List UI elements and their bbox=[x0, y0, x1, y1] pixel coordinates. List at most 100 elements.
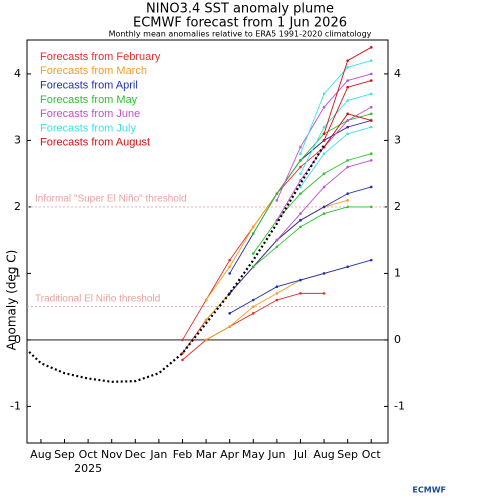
member-line-point bbox=[181, 338, 184, 342]
member-line-point bbox=[204, 298, 208, 302]
member-line bbox=[229, 259, 372, 314]
member-line-point bbox=[369, 258, 373, 262]
member-line-point bbox=[251, 312, 255, 315]
member-line-point bbox=[251, 305, 255, 308]
x-tick-label: Aug bbox=[30, 448, 51, 461]
member-line-point bbox=[228, 272, 231, 275]
y-tick-label-right: 4 bbox=[394, 67, 401, 80]
member-line-point bbox=[369, 112, 373, 116]
member-line-point bbox=[346, 79, 349, 82]
x-tick-label: Mar bbox=[196, 448, 217, 461]
member-line-point bbox=[204, 338, 208, 342]
legend-entry: Forecasts from July bbox=[40, 122, 136, 134]
member-line-point bbox=[369, 92, 373, 96]
y-tick-label-right: 3 bbox=[394, 133, 401, 146]
member-line-point bbox=[322, 139, 326, 142]
member-line-point bbox=[346, 112, 349, 116]
member-line-point bbox=[322, 105, 326, 109]
x-tick-label: Jul bbox=[293, 448, 307, 461]
member-line-point bbox=[299, 218, 302, 222]
member-line-point bbox=[299, 152, 302, 156]
y-tick-label: 3 bbox=[14, 133, 21, 146]
legend-entry: Forecasts from February bbox=[40, 51, 161, 63]
member-line-point bbox=[369, 159, 373, 162]
member-line-point bbox=[275, 292, 279, 295]
y-axis-label: Anomaly (deg C) bbox=[5, 250, 19, 351]
member-line-point bbox=[275, 298, 279, 302]
member-line bbox=[252, 153, 372, 254]
x-tick-label: Sep bbox=[54, 448, 75, 461]
plot-frame bbox=[26, 39, 389, 444]
member-line-point bbox=[322, 172, 326, 175]
legend-entry: Forecasts from April bbox=[40, 80, 138, 92]
member-line-point bbox=[346, 59, 349, 62]
member-line-point bbox=[251, 252, 255, 255]
x-tick-label: Dec bbox=[125, 448, 146, 461]
member-line-point bbox=[369, 125, 373, 129]
member-line-point bbox=[322, 272, 326, 275]
y-tick-label: 0 bbox=[14, 333, 21, 346]
member-line bbox=[182, 146, 325, 341]
y-tick-label-right: -1 bbox=[394, 399, 405, 412]
member-line bbox=[300, 126, 372, 188]
y-tick-label-right: 0 bbox=[394, 333, 401, 346]
member-line-point bbox=[346, 198, 349, 202]
legend-entry: Forecasts from August bbox=[40, 137, 150, 149]
member-line-point bbox=[369, 185, 373, 189]
chart-subtitle: ECMWF forecast from 1 Jun 2026 bbox=[133, 16, 347, 31]
y-tick-label: 4 bbox=[14, 67, 21, 80]
y-tick-label: -1 bbox=[10, 399, 21, 412]
member-line-point bbox=[346, 119, 349, 122]
member-line-point bbox=[346, 125, 349, 129]
member-line-point bbox=[322, 125, 326, 129]
chart-title: NINO3.4 SST anomaly plume bbox=[146, 2, 334, 17]
member-line-point bbox=[346, 132, 349, 136]
member-line-point bbox=[251, 232, 255, 235]
member-line-point bbox=[299, 192, 302, 195]
member-line-point bbox=[346, 159, 349, 162]
x-tick-label: Sep bbox=[337, 448, 358, 461]
member-line-point bbox=[299, 145, 302, 149]
member-line-point bbox=[275, 245, 279, 249]
member-line-point bbox=[228, 325, 231, 328]
member-line-point bbox=[346, 85, 349, 89]
x-tick-label: Oct bbox=[362, 448, 382, 461]
member-line-point bbox=[228, 312, 231, 315]
legend-entry: Forecasts from June bbox=[40, 108, 140, 120]
member-line-point bbox=[369, 79, 373, 82]
member-line-point bbox=[346, 65, 349, 69]
member-line bbox=[229, 120, 372, 274]
member-line-point bbox=[369, 119, 373, 122]
x-tick-label: Oct bbox=[79, 448, 99, 461]
member-line-point bbox=[275, 192, 279, 195]
member-line bbox=[205, 126, 348, 301]
member-line-point bbox=[346, 205, 349, 209]
x-tick-label: Jun bbox=[267, 448, 285, 461]
member-line-point bbox=[369, 105, 373, 109]
y-tick-label-right: 2 bbox=[394, 200, 401, 213]
member-line-point bbox=[299, 165, 302, 169]
x-tick-label: Apr bbox=[220, 448, 240, 461]
member-line-point bbox=[346, 165, 349, 169]
member-line bbox=[205, 266, 348, 341]
member-line bbox=[182, 206, 325, 354]
member-line-point bbox=[181, 358, 184, 362]
chart-note: Monthly mean anomalies relative to ERA5 … bbox=[109, 30, 372, 39]
legend-entry: Forecasts from May bbox=[40, 94, 138, 106]
member-line-point bbox=[369, 205, 373, 209]
member-line-point bbox=[251, 225, 255, 229]
member-line-point bbox=[299, 292, 302, 295]
x-tick-label: May bbox=[242, 448, 265, 461]
member-line-point bbox=[299, 159, 302, 162]
member-line bbox=[300, 60, 372, 154]
member-line-point bbox=[228, 258, 231, 262]
member-line-point bbox=[228, 265, 231, 269]
legend-entry: Forecasts from March bbox=[40, 65, 147, 77]
member-line-point bbox=[322, 132, 326, 136]
member-line-point bbox=[346, 192, 349, 195]
member-line bbox=[205, 199, 348, 321]
member-line-point bbox=[322, 185, 326, 189]
threshold-label: Informal "Super El Niño" threshold bbox=[35, 194, 187, 205]
x-tick-label: Aug bbox=[313, 448, 334, 461]
